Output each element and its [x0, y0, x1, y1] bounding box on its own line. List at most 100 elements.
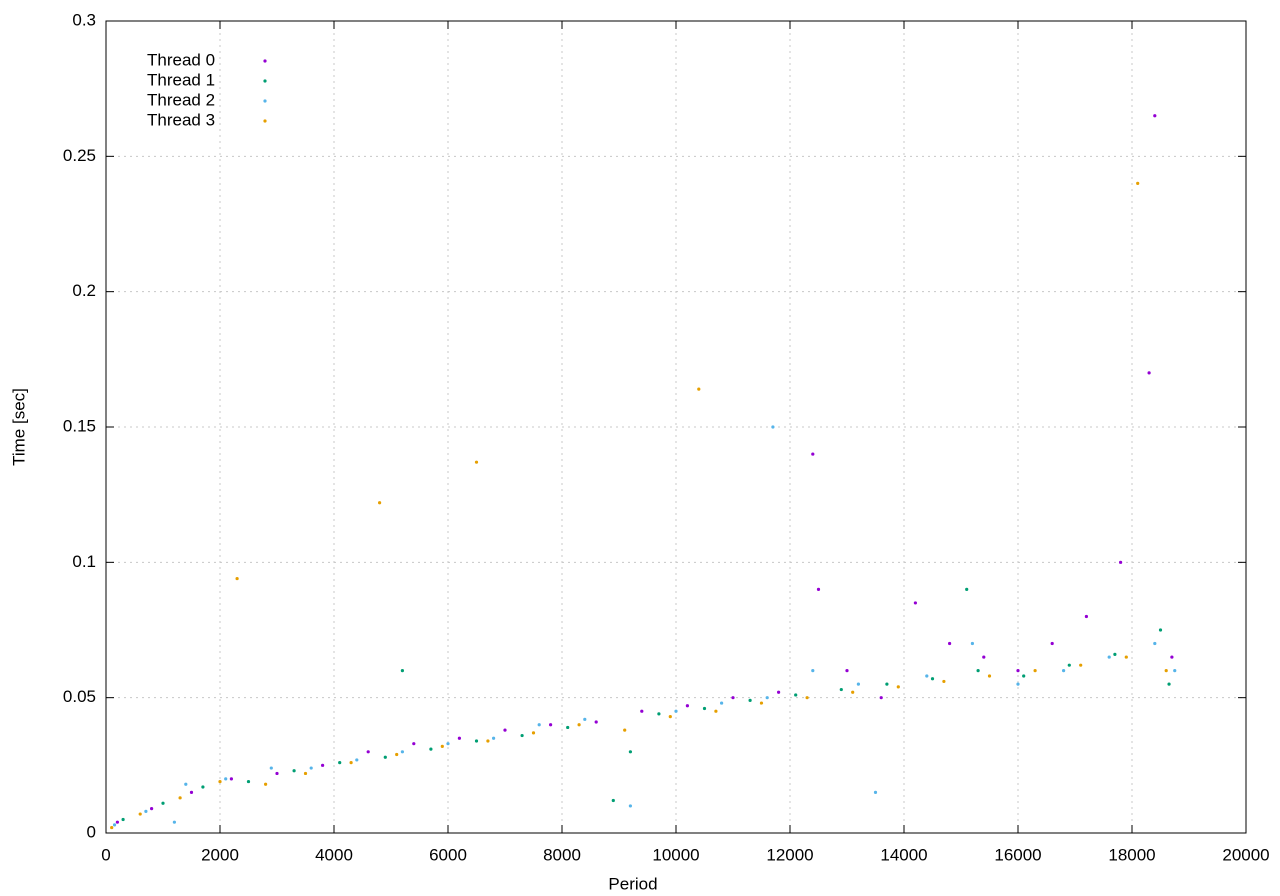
point: [1107, 655, 1111, 659]
y-tick-label: 0.1: [72, 552, 96, 571]
point: [731, 696, 735, 700]
point: [771, 425, 775, 429]
y-tick-label: 0.2: [72, 281, 96, 300]
x-tick-label: 4000: [315, 845, 353, 864]
point: [429, 747, 433, 751]
x-tick-label: 20000: [1222, 845, 1269, 864]
point: [583, 717, 587, 721]
point: [777, 690, 781, 694]
point: [112, 823, 117, 827]
point: [1153, 114, 1157, 118]
point: [1084, 614, 1088, 619]
point: [714, 709, 718, 713]
point: [395, 752, 399, 757]
point: [1067, 663, 1071, 667]
point: [930, 677, 935, 681]
point: [549, 723, 553, 727]
point: [264, 782, 268, 786]
point: [925, 674, 929, 678]
point: [303, 771, 308, 776]
point: [885, 682, 889, 686]
point: [520, 733, 524, 738]
point: [321, 763, 325, 767]
point: [839, 687, 843, 692]
point: [896, 685, 900, 689]
y-tick-label: 0.05: [63, 687, 96, 706]
point: [269, 766, 273, 770]
point: [218, 779, 222, 784]
point: [628, 804, 633, 808]
point: [873, 790, 878, 795]
x-tick-label: 18000: [1108, 845, 1155, 864]
plot-border: [105, 20, 1247, 834]
point: [115, 820, 119, 824]
point: [594, 720, 598, 724]
x-axis-label: Period: [608, 874, 657, 893]
point: [720, 701, 724, 705]
point: [1062, 669, 1066, 673]
point: [811, 669, 815, 673]
point: [623, 728, 627, 732]
point: [366, 750, 370, 754]
point: [531, 731, 536, 735]
point: [805, 696, 809, 700]
point: [1079, 663, 1083, 667]
point: [292, 769, 296, 773]
point: [229, 777, 233, 781]
point: [668, 715, 672, 719]
y-tick-label: 0.25: [63, 146, 96, 165]
point: [1136, 181, 1140, 185]
point: [355, 758, 359, 762]
x-tick-label: 2000: [201, 845, 239, 864]
point: [184, 782, 188, 786]
point: [150, 807, 154, 811]
point: [400, 669, 404, 673]
point: [121, 817, 125, 822]
y-axis-label: Time [sec]: [9, 388, 28, 466]
point: [1164, 669, 1168, 673]
x-tick-label: 12000: [766, 845, 813, 864]
point: [1173, 669, 1177, 673]
point: [942, 679, 946, 684]
point: [1016, 669, 1020, 673]
point: [1050, 641, 1054, 646]
legend-label: Thread 0: [147, 50, 215, 69]
point: [400, 750, 404, 754]
y-tick-label: 0.15: [63, 416, 96, 435]
point: [201, 785, 205, 789]
legend-marker: [263, 59, 267, 63]
point: [224, 777, 228, 781]
point: [948, 641, 952, 646]
legend-label: Thread 1: [147, 70, 215, 89]
y-tick-label: 0: [87, 822, 96, 841]
point: [378, 501, 382, 505]
point: [412, 742, 416, 746]
point: [1124, 655, 1128, 659]
legend-marker: [263, 99, 267, 103]
x-tick-label: 8000: [543, 845, 581, 864]
y-tick-label: 0.3: [72, 10, 96, 29]
point: [816, 587, 821, 592]
point: [851, 690, 855, 694]
point: [657, 712, 661, 716]
point: [794, 693, 798, 697]
point: [987, 674, 992, 678]
point: [759, 701, 764, 705]
point: [674, 709, 678, 713]
point: [246, 779, 251, 784]
point: [338, 761, 342, 765]
point: [628, 750, 633, 754]
point: [845, 669, 849, 673]
point: [1033, 669, 1037, 673]
x-tick-label: 14000: [880, 845, 927, 864]
point: [383, 755, 387, 759]
point: [913, 601, 918, 605]
point: [1022, 674, 1026, 678]
point: [811, 452, 815, 456]
point: [172, 820, 176, 824]
point: [1153, 641, 1157, 646]
point: [1170, 655, 1174, 659]
x-tick-label: 16000: [994, 845, 1041, 864]
